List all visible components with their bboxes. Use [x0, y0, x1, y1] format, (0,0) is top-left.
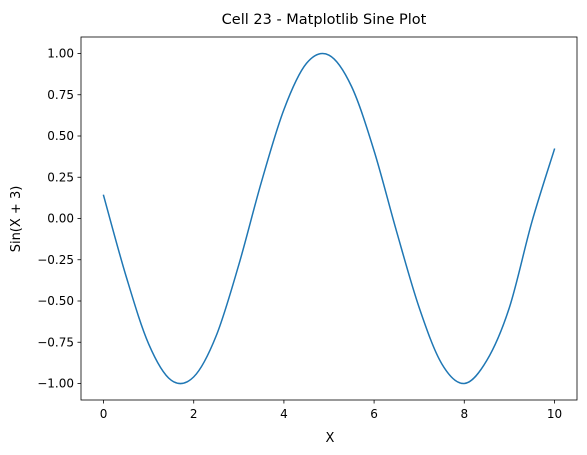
plot-area: 0 2 4 6 8 10 −1.00 −0.75 −0.50 −0.25 0.00 0.25 0.50 0… [37, 36, 578, 421]
y-axis-label: Sin(X + 3) [9, 186, 24, 253]
y-tick-label: −0.75 [37, 335, 74, 349]
x-tick-label: 2 [190, 407, 198, 421]
y-tick-label: 1.00 [47, 47, 74, 61]
y-tick-label: −1.00 [37, 377, 74, 391]
x-tick-label: 6 [370, 407, 378, 421]
y-tick-label: 0.25 [47, 170, 74, 184]
x-tick-label: 8 [460, 407, 468, 421]
y-tick-label: 0.50 [47, 129, 74, 143]
series-line-0 [102, 52, 556, 385]
axes-frame [80, 36, 578, 401]
x-tick-label: 0 [100, 407, 108, 421]
y-tick-label: −0.50 [37, 294, 74, 308]
x-axis-label: X [326, 431, 335, 446]
x-tick-label: 4 [280, 407, 288, 421]
y-tick-label: 0.75 [47, 88, 74, 102]
chart-title: Cell 23 - Matplotlib Sine Plot [222, 12, 427, 28]
x-tick-label: 10 [547, 407, 562, 421]
y-tick-label: −0.25 [37, 253, 74, 267]
y-tick-label: 0.00 [47, 212, 74, 226]
